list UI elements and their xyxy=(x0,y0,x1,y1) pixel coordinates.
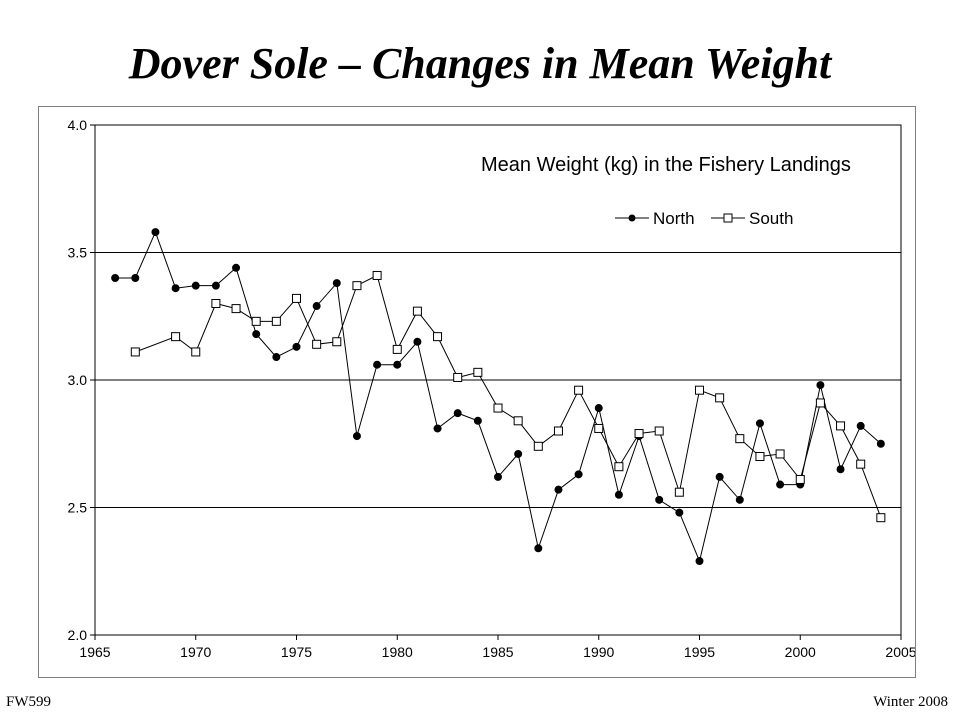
data-point-south xyxy=(775,449,785,459)
data-point-south xyxy=(634,429,644,439)
data-point-south xyxy=(231,304,241,314)
data-point-north xyxy=(211,281,220,290)
y-tick-label: 2.0 xyxy=(68,627,88,643)
data-point-north xyxy=(151,228,160,237)
data-point-south xyxy=(856,459,866,469)
x-tick-label: 2005 xyxy=(885,644,915,660)
x-tick-label: 1965 xyxy=(79,644,110,660)
plot-border xyxy=(94,124,902,636)
y-tick-label: 3.0 xyxy=(68,372,88,388)
data-point-south xyxy=(513,416,523,426)
data-point-north xyxy=(755,419,764,428)
data-point-north xyxy=(836,465,845,474)
data-point-north xyxy=(675,508,684,517)
data-point-north xyxy=(312,302,321,311)
data-point-south xyxy=(614,462,624,472)
data-point-south xyxy=(412,306,422,316)
slide-title: Dover Sole – Changes in Mean Weight xyxy=(128,39,832,88)
data-point-north xyxy=(393,360,402,369)
data-point-south xyxy=(755,452,765,461)
data-point-north xyxy=(131,274,140,282)
data-point-north xyxy=(272,353,281,362)
data-point-north xyxy=(373,360,382,369)
data-point-south xyxy=(130,347,140,357)
data-point-south xyxy=(433,332,443,342)
data-point-south xyxy=(251,316,261,326)
data-point-south xyxy=(815,398,825,408)
data-point-north xyxy=(735,495,744,504)
footer-course-code: FW599 xyxy=(6,694,51,710)
data-point-north xyxy=(332,279,341,288)
data-point-north xyxy=(191,281,200,290)
x-tick-label: 1990 xyxy=(583,644,614,660)
data-point-north xyxy=(876,439,885,448)
data-point-south xyxy=(493,403,503,413)
data-point-north xyxy=(594,404,603,413)
x-tick-label: 1975 xyxy=(281,644,312,660)
data-point-south xyxy=(574,385,584,395)
x-tick-label: 1985 xyxy=(482,644,513,660)
data-point-north xyxy=(352,432,361,441)
x-tick-label: 1970 xyxy=(180,644,211,660)
data-point-north xyxy=(111,274,120,282)
y-tick-label: 3.5 xyxy=(68,245,88,261)
data-point-south xyxy=(473,367,483,377)
data-point-north xyxy=(514,449,523,458)
data-point-south xyxy=(352,281,362,291)
x-tick-label: 1980 xyxy=(382,644,413,660)
data-point-south xyxy=(876,513,886,523)
data-point-north xyxy=(776,480,785,489)
legend-label-north: North xyxy=(653,209,695,228)
chart-frame: 2.0 2.5 3.0 3.5 4.0 1965 1970 1975 1980 1985 1990 1… xyxy=(38,106,916,678)
data-point-north xyxy=(433,424,442,433)
chart-title: Mean Weight (kg) in the Fishery Landings xyxy=(481,154,851,176)
data-point-north xyxy=(171,284,180,293)
data-point-south xyxy=(674,487,684,497)
data-point-south xyxy=(191,347,201,357)
data-point-south xyxy=(332,337,342,347)
data-point-south xyxy=(292,293,301,303)
data-point-south xyxy=(171,332,181,342)
data-point-north xyxy=(534,544,543,553)
line-chart: 2.0 2.5 3.0 3.5 4.0 1965 1970 1975 1980 1985 1990 1… xyxy=(68,117,915,660)
data-point-south xyxy=(654,426,664,436)
data-point-south xyxy=(795,474,805,484)
data-point-south xyxy=(735,434,745,444)
data-point-north xyxy=(413,337,422,346)
legend-marker-north xyxy=(628,214,636,222)
data-point-north xyxy=(554,485,563,494)
data-point-north xyxy=(695,557,704,566)
data-point-north xyxy=(614,490,623,499)
data-point-south xyxy=(594,423,604,433)
legend-label-south: South xyxy=(749,209,793,228)
data-point-south xyxy=(372,270,382,280)
data-point-south xyxy=(312,339,322,349)
data-point-north xyxy=(856,421,865,430)
legend-marker-south xyxy=(723,213,733,223)
x-tick-label: 2000 xyxy=(785,644,816,660)
x-tick-label: 1995 xyxy=(684,644,715,660)
data-point-south xyxy=(211,299,221,308)
data-point-south xyxy=(836,421,846,431)
data-point-north xyxy=(453,409,462,418)
data-point-north xyxy=(574,470,583,479)
data-point-north xyxy=(473,416,482,425)
data-point-south xyxy=(533,441,543,451)
data-point-north xyxy=(232,263,241,272)
data-point-north xyxy=(816,381,825,390)
y-tick-label: 2.5 xyxy=(68,500,88,516)
data-point-south xyxy=(453,372,463,382)
data-point-north xyxy=(252,330,261,339)
data-point-south xyxy=(553,426,563,436)
y-tick-label: 4.0 xyxy=(68,117,88,133)
data-point-north xyxy=(715,472,724,481)
data-point-north xyxy=(494,472,502,481)
data-point-south xyxy=(695,385,704,395)
data-point-south xyxy=(271,316,281,326)
data-point-south xyxy=(715,393,725,403)
data-point-south xyxy=(392,344,402,354)
data-point-north xyxy=(292,342,301,351)
footer-term: Winter 2008 xyxy=(873,694,948,710)
data-point-north xyxy=(655,495,664,504)
